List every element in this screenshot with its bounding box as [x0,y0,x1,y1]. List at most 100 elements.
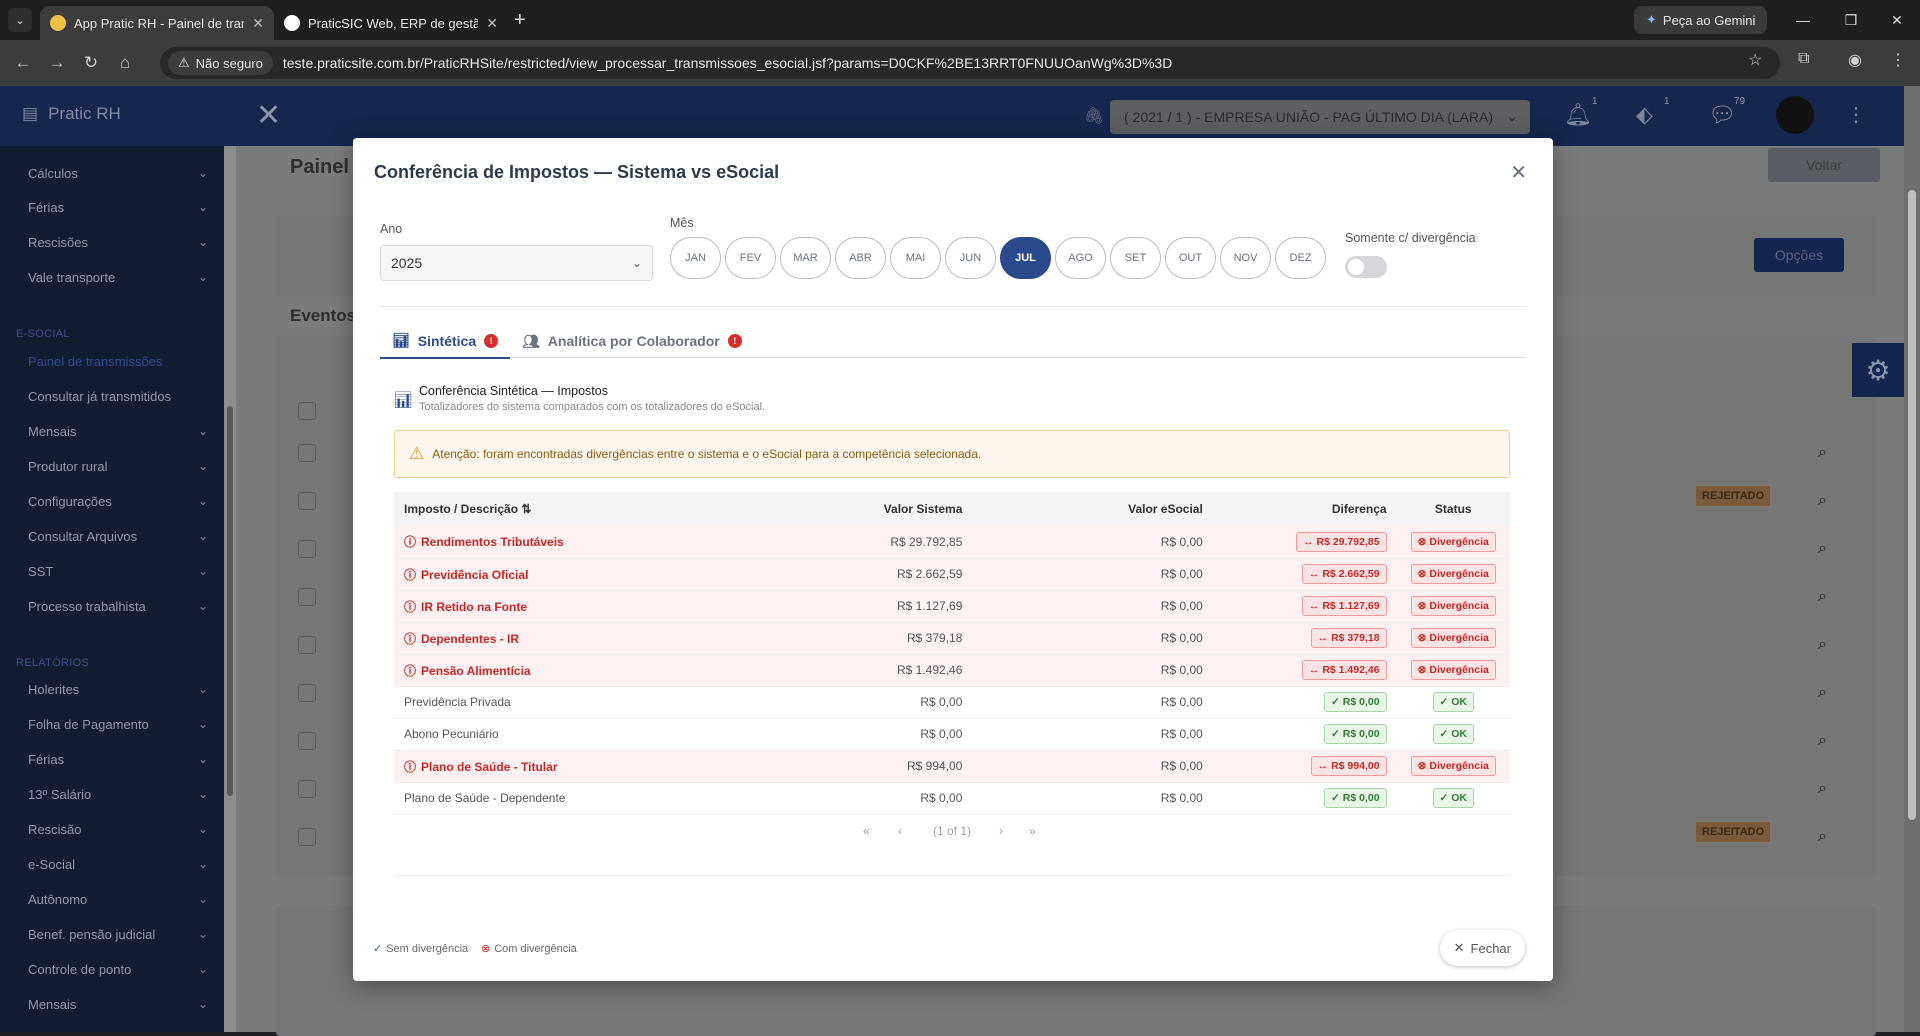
sidebar-item-consultar-transmitidos[interactable]: Consultar já transmitidos [28,389,208,404]
company-select[interactable]: ( 2021 / 1 ) - EMPRESA UNIÃO - PAG ÚLTIM… [1110,100,1530,134]
search-icon[interactable]: ⌕ [1818,828,1827,845]
month-out[interactable]: OUT [1165,237,1216,279]
voltar-button[interactable]: Voltar [1768,148,1880,182]
sidebar-item-produtor-rural[interactable]: Produtor rural ⌄ [28,459,208,474]
reload-icon[interactable]: ↻ [83,53,99,72]
row-checkbox[interactable] [298,780,316,798]
search-icon[interactable]: ⌕ [1818,780,1827,797]
first-page-icon[interactable]: « [863,824,870,838]
tab-sintetica[interactable]: 📊︎ Sintética ! [380,324,511,359]
search-icon[interactable]: ⌕ [1818,636,1827,653]
browser-tab[interactable]: PraticSIC Web, ERP de gestão empresarial… [274,6,508,40]
sidebar-item-pensao-judicial[interactable]: Benef. pensão judicial ⌄ [28,927,208,942]
maximize-button[interactable]: ❐ [1844,11,1858,28]
sidebar-item-sst[interactable]: SST ⌄ [28,564,208,579]
browser-menu-icon[interactable]: ⋮ [1890,52,1906,69]
brand[interactable]: ▤ Pratic RH [22,104,121,124]
month-abr[interactable]: ABR [835,237,886,279]
not-secure-label: Não seguro [195,55,263,71]
sidebar-item-rescisao[interactable]: Rescisão ⌄ [28,822,208,837]
sidebar-item-rescisoes[interactable]: Rescisões ⌄ [28,235,208,250]
row-checkbox[interactable] [298,636,316,654]
bookmark-star-icon[interactable]: ☆ [1748,52,1763,69]
security-chip[interactable]: ⚠ Não seguro [168,51,273,75]
row-checkbox[interactable] [298,732,316,750]
back-icon[interactable]: ← [14,53,32,72]
profile-icon[interactable]: ◉ [1848,52,1862,69]
url-field[interactable]: ⚠ Não seguro teste.praticsite.com.br/Pra… [160,47,1780,79]
divergencia-toggle[interactable] [1345,256,1387,278]
month-dez[interactable]: DEZ [1275,237,1326,279]
tab-search-button[interactable]: ⌄ [8,8,32,32]
sidebar-item-ferias[interactable]: Férias ⌄ [28,200,208,215]
chat-icon[interactable]: 💬︎ [1708,102,1736,127]
month-ago[interactable]: AGO [1055,237,1106,279]
gemini-button[interactable]: ✦ Peça ao Gemini [1634,6,1768,34]
new-tab-button[interactable]: + [514,8,526,31]
toggle-menu-icon[interactable]: ✕ [256,99,282,132]
last-page-icon[interactable]: » [1029,824,1036,838]
forward-icon[interactable]: → [48,53,66,72]
sidebar-item-configuracoes[interactable]: Configurações ⌄ [28,494,208,509]
month-jun[interactable]: JUN [945,237,996,279]
row-checkbox[interactable] [298,588,316,606]
tag-icon[interactable]: ⬖ [1636,102,1653,127]
sidebar-item-e-social[interactable]: e-Social ⌄ [28,857,208,872]
close-tab-icon[interactable]: ✕ [252,14,264,31]
sidebar-item-processo-trabalhista[interactable]: Processo trabalhista ⌄ [28,599,208,614]
month-fev[interactable]: FEV [725,237,776,279]
search-icon[interactable]: ⌕ [1818,684,1827,701]
sidebar-item-mensais-rel[interactable]: Mensais ⌄ [28,997,208,1012]
search-icon[interactable]: ⌕ [1818,540,1827,557]
next-page-icon[interactable]: › [999,824,1003,838]
month-mai[interactable]: MAI [890,237,941,279]
ano-select[interactable]: 2025 ⌄ [380,245,653,281]
row-checkbox[interactable] [298,492,316,510]
user-avatar[interactable] [1776,96,1814,134]
prev-page-icon[interactable]: ‹ [898,824,902,838]
sidebar-item-ferias-rel[interactable]: Férias ⌄ [28,752,208,767]
row-checkbox[interactable] [298,402,316,420]
sidebar-item-13-salario[interactable]: 13º Salário ⌄ [28,787,208,802]
minimize-button[interactable]: — [1796,12,1810,28]
fechar-button[interactable]: ✕ Fechar [1439,930,1525,966]
page-scrollbar-thumb[interactable] [1908,190,1916,820]
row-checkbox[interactable] [298,444,316,462]
extensions-icon[interactable]: ⧉ [1798,50,1810,67]
sidebar-item-holerites[interactable]: Holerites ⌄ [28,682,208,697]
search-icon[interactable]: ⌕ [1818,588,1827,605]
bell-icon[interactable]: 🔔︎ [1564,102,1592,127]
row-checkbox[interactable] [298,828,316,846]
sidebar-item-folha-pagamento[interactable]: Folha de Pagamento ⌄ [28,717,208,732]
more-options-icon[interactable]: ⋮ [1846,104,1866,126]
sidebar-item-calculos[interactable]: Cálculos ⌄ [28,166,208,181]
sidebar-item-autonomo[interactable]: Autônomo ⌄ [28,892,208,907]
sidebar-item-painel-transmissoes[interactable]: Painel de transmissões [28,354,208,369]
month-nov[interactable]: NOV [1220,237,1271,279]
sidebar-item-consultar-arquivos[interactable]: Consultar Arquivos ⌄ [28,529,208,544]
browser-tab-active[interactable]: App Pratic RH - Painel de transmissões ✕ [40,6,274,40]
tab-analitica[interactable]: 👥︎ Analítica por Colaborador ! [510,324,754,358]
month-mar[interactable]: MAR [780,237,831,279]
sort-icon[interactable]: ⇅ [521,502,532,516]
close-icon[interactable]: ✕ [1510,162,1527,184]
search-icon[interactable]: ⌕ [1818,492,1827,509]
settings-gear-icon[interactable]: ⚙ [1852,343,1904,397]
month-jan[interactable]: JAN [670,237,721,279]
sidebar-item-vale-transporte[interactable]: Vale transporte ⌄ [28,270,208,285]
search-icon[interactable]: ⌕ [1818,444,1827,461]
opcoes-button[interactable]: Opções [1754,238,1844,272]
sidebar-item-label: Painel de transmissões [28,354,163,369]
close-window-button[interactable]: ✕ [1891,11,1903,28]
col-imposto[interactable]: Imposto / Descrição ⇅ [394,492,803,526]
close-tab-icon[interactable]: ✕ [486,14,498,31]
sidebar-scrollbar-thumb[interactable] [227,406,233,796]
home-icon[interactable]: ⌂ [119,53,131,72]
month-jul[interactable]: JUL [1000,237,1051,279]
sidebar-item-controle-ponto[interactable]: Controle de ponto ⌄ [28,962,208,977]
month-set[interactable]: SET [1110,237,1161,279]
search-icon[interactable]: ⌕ [1818,732,1827,749]
sidebar-item-mensais[interactable]: Mensais ⌄ [28,424,208,439]
row-checkbox[interactable] [298,540,316,558]
row-checkbox[interactable] [298,684,316,702]
